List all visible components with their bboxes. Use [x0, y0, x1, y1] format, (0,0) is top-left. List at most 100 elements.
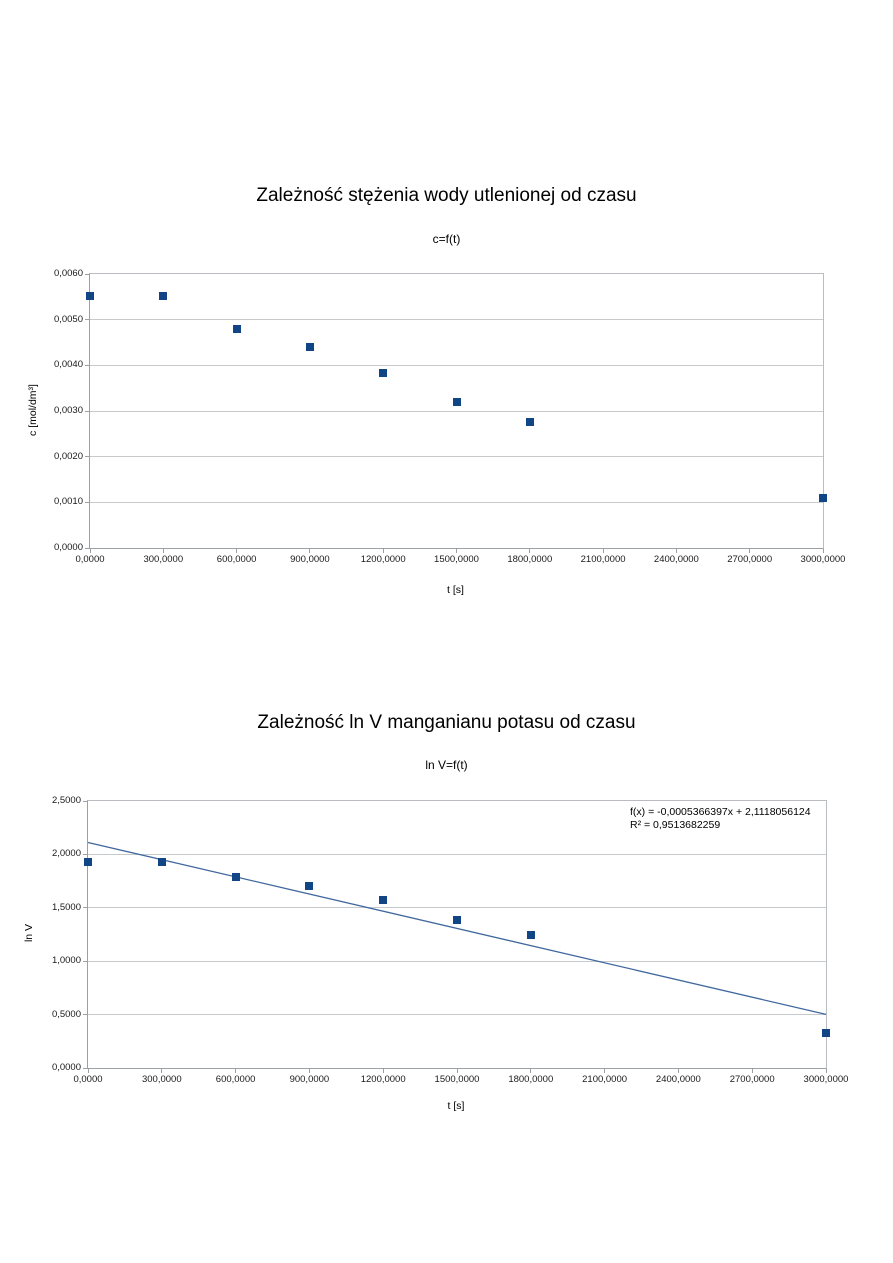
x-tick-mark	[162, 549, 164, 553]
x-tick-label: 3000,0000	[803, 1074, 849, 1085]
trendline-equation: f(x) = -0,0005366397x + 2,1118056124 R² …	[630, 806, 811, 832]
x-tick-mark	[749, 549, 751, 553]
y-tick-label: 1,0000	[51, 955, 81, 967]
x-tick-mark	[825, 1069, 827, 1073]
x-tick-label: 2100,0000	[580, 554, 626, 565]
data-point	[452, 397, 461, 406]
gridline	[88, 960, 826, 962]
x-tick-label: 1800,0000	[507, 554, 553, 565]
data-point	[84, 857, 92, 866]
x-tick-label: 900,0000	[289, 1074, 330, 1085]
y-tick-mark	[85, 456, 89, 458]
x-tick-label: 600,0000	[215, 1074, 256, 1085]
data-point	[819, 493, 827, 502]
y-tick-mark	[85, 273, 89, 275]
x-tick-mark	[382, 1069, 384, 1073]
x-tick-mark	[602, 549, 604, 553]
x-tick-label: 1500,0000	[434, 554, 479, 565]
data-point	[822, 1028, 830, 1037]
trendline-equation-line: f(x) = -0,0005366397x + 2,1118056124	[630, 806, 811, 818]
x-tick-label: 0,0000	[75, 554, 105, 565]
x-tick-mark	[530, 1069, 532, 1073]
x-tick-label: 1500,0000	[434, 1074, 480, 1085]
y-tick-label: 0,5000	[51, 1008, 81, 1020]
x-tick-label: 300,0000	[141, 1074, 182, 1085]
x-tick-mark	[309, 549, 311, 553]
data-point	[453, 915, 461, 924]
gridline	[90, 364, 823, 366]
x-tick-label: 3000,0000	[800, 554, 846, 565]
gridline	[90, 501, 823, 503]
x-tick-label: 300,0000	[143, 554, 184, 565]
gridline	[88, 853, 826, 855]
gridline	[88, 907, 826, 909]
x-tick-mark	[822, 549, 824, 553]
y-tick-label: 0,0060	[53, 268, 83, 279]
x-tick-label: 900,0000	[290, 554, 330, 565]
y-tick-mark	[83, 1014, 87, 1016]
chart-title: Zależność stężenia wody utlenionej od cz…	[256, 185, 637, 206]
x-tick-mark	[87, 1069, 89, 1073]
data-point	[305, 343, 314, 352]
data-point	[157, 857, 166, 866]
x-tick-mark	[161, 1069, 163, 1073]
x-tick-mark	[308, 1069, 310, 1073]
y-tick-label: 0,0010	[53, 496, 83, 508]
x-tick-mark	[751, 1069, 753, 1073]
y-tick-label: 0,0040	[53, 359, 83, 371]
x-tick-mark	[529, 549, 531, 553]
x-axis-title: t [s]	[447, 584, 464, 596]
data-point	[379, 368, 388, 377]
x-tick-mark	[382, 549, 384, 553]
y-tick-label: 2,5000	[51, 795, 81, 806]
y-tick-label: 0,0050	[53, 313, 83, 325]
data-point	[86, 291, 94, 300]
data-point	[525, 417, 534, 426]
y-tick-mark	[85, 319, 89, 321]
chart-subtitle: c=f(t)	[432, 232, 461, 246]
data-point	[232, 324, 241, 333]
y-tick-label: 1,5000	[51, 901, 81, 913]
data-point	[526, 930, 535, 939]
x-axis-title: t [s]	[447, 1100, 465, 1112]
x-tick-mark	[677, 1069, 679, 1073]
chart-subtitle: ln V=f(t)	[425, 758, 468, 772]
data-point	[159, 291, 168, 300]
data-point	[379, 896, 388, 905]
gridline	[90, 319, 823, 321]
y-tick-mark	[85, 501, 89, 503]
y-tick-label: 0,0000	[51, 1062, 81, 1073]
y-tick-mark	[83, 907, 87, 909]
y-tick-mark	[85, 364, 89, 366]
gridline	[90, 456, 823, 458]
y-tick-label: 0,0030	[53, 405, 83, 416]
y-tick-label: 0,0000	[53, 542, 83, 553]
plot-area: 0,0000 0,0010 0,0020 0,0030 0,0040 0,0050 0,00…	[54, 268, 846, 565]
gridline	[88, 1014, 826, 1016]
gridline	[90, 410, 823, 412]
y-tick-mark	[83, 853, 87, 855]
x-tick-label: 2400,0000	[655, 1074, 701, 1085]
y-tick-mark	[85, 547, 89, 549]
x-tick-label: 1200,0000	[360, 554, 406, 565]
x-tick-label: 600,0000	[216, 554, 257, 565]
x-tick-mark	[604, 1069, 606, 1073]
x-tick-mark	[89, 549, 91, 553]
x-tick-label: 2700,0000	[727, 554, 773, 565]
x-tick-label: 0,0000	[73, 1074, 103, 1085]
x-tick-mark	[456, 549, 457, 553]
plot-area: 0,0000 0,5000 1,0000 1,5000 2,0000 2,5000 0,00…	[52, 795, 849, 1085]
y-tick-mark	[85, 410, 89, 412]
y-tick-mark	[83, 960, 87, 962]
x-tick-mark	[675, 549, 677, 553]
y-tick-label: 2,0000	[51, 848, 81, 860]
y-tick-mark	[83, 1067, 87, 1069]
x-tick-label: 2700,0000	[729, 1074, 775, 1085]
x-tick-mark	[235, 1069, 237, 1073]
y-axis-title: ln V	[23, 923, 35, 943]
x-tick-label: 2400,0000	[653, 554, 699, 565]
y-tick-mark	[83, 800, 87, 802]
